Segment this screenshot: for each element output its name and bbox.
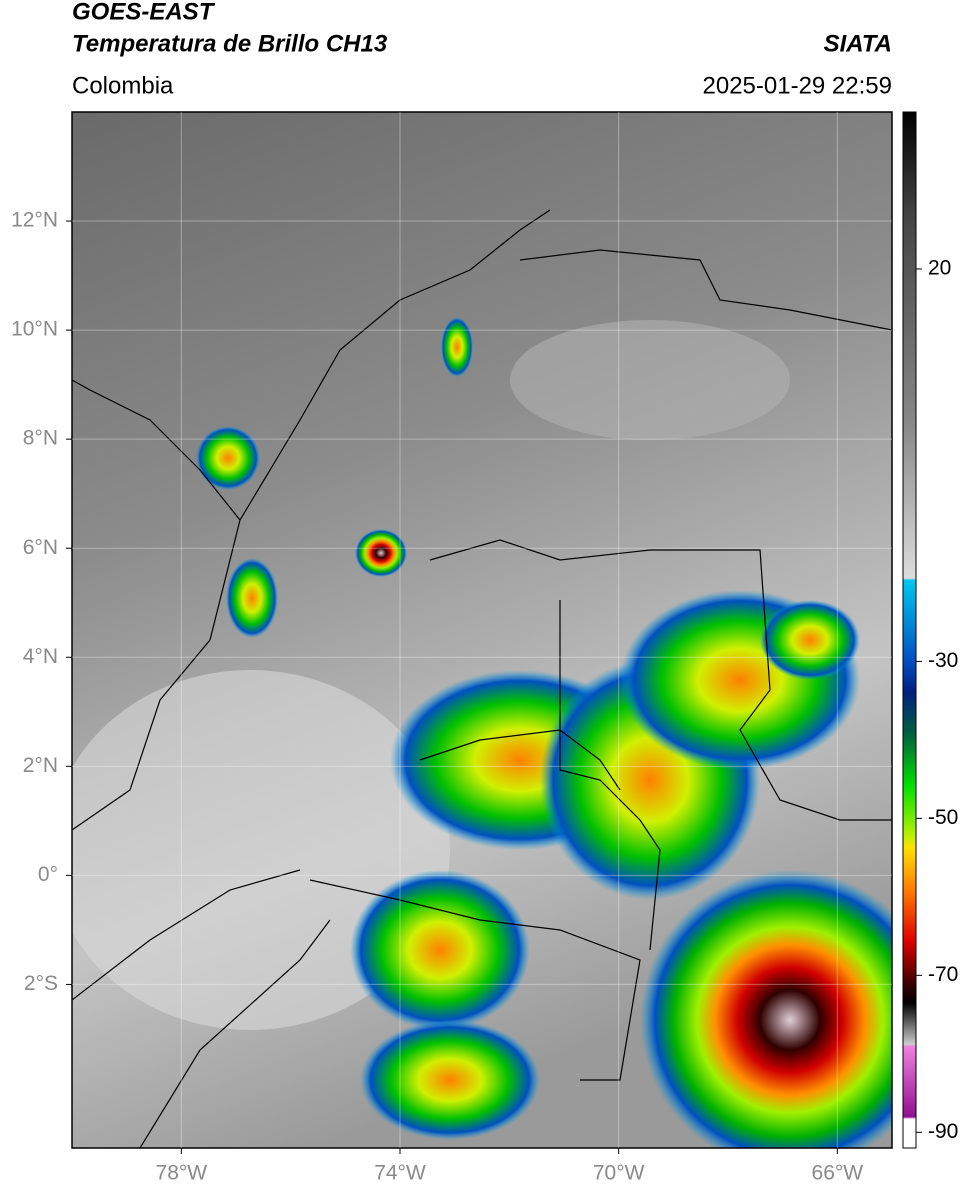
y-tick-label: 2°N [23, 754, 58, 777]
y-tick-label: 2°S [24, 972, 58, 995]
colorbar-tick-label: -30 [928, 649, 958, 672]
colorbar-tick-label: -70 [928, 963, 958, 986]
datetime: 2025-01-29 22:59 [703, 72, 893, 99]
y-tick-label: 4°N [23, 645, 58, 668]
y-tick-label: 10°N [11, 318, 58, 341]
source: SIATA [824, 30, 892, 57]
title: Temperatura de Brillo CH13 [72, 30, 388, 57]
y-tick-label: 8°N [23, 427, 58, 450]
x-tick-label: 74°W [374, 1162, 426, 1185]
y-tick-label: 0° [38, 863, 58, 886]
region: Colombia [72, 72, 174, 99]
x-tick-label: 70°W [593, 1162, 645, 1185]
colorbar-tick-label: -90 [928, 1120, 958, 1143]
colorbar-tick-label: -50 [928, 806, 958, 829]
y-tick-label: 6°N [23, 536, 58, 559]
imagery [72, 112, 892, 1148]
x-tick-label: 78°W [156, 1162, 208, 1185]
title: GOES-EAST [72, 0, 216, 25]
y-tick-label: 12°N [11, 209, 58, 232]
colorbar [902, 111, 917, 1149]
x-tick-label: 66°W [812, 1162, 864, 1185]
colorbar-tick-label: 20 [928, 257, 951, 280]
map-frame [71, 111, 893, 1149]
